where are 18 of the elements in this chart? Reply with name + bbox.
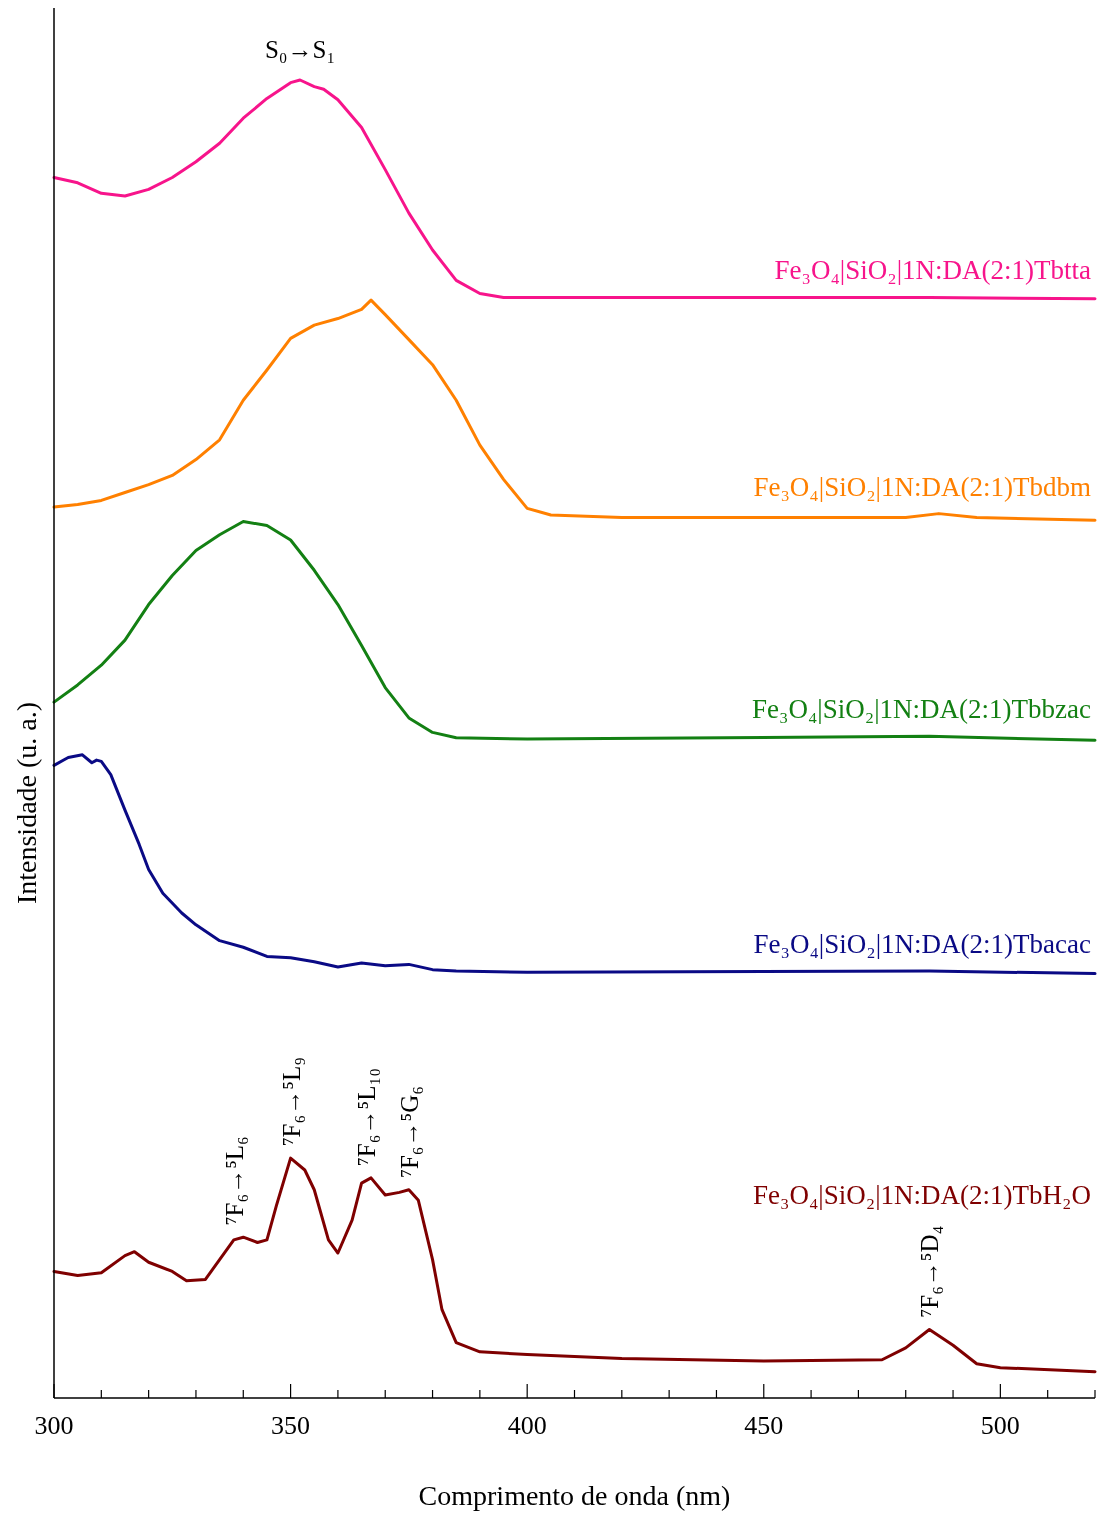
annotation: S₀→S₁ bbox=[264, 36, 336, 63]
series-label: Fe₃O₄|SiO₂|1N:DA(2:1)Tbtta bbox=[774, 255, 1092, 286]
x-tick-label: 300 bbox=[34, 1411, 74, 1440]
annotation: ⁷F₆→⁵D₄ bbox=[916, 1225, 944, 1318]
series-label: Fe₃O₄|SiO₂|1N:DA(2:1)Tbdbm bbox=[753, 471, 1091, 502]
annotation: ⁷F₆→⁵L₉ bbox=[277, 1057, 305, 1147]
text: Fe₃O₄|SiO₂|1N:DA(2:1)TbH₂O bbox=[753, 1180, 1091, 1211]
x-tick-label: 500 bbox=[980, 1411, 1020, 1440]
annotation: ⁷F₆→⁵G₆ bbox=[395, 1085, 423, 1178]
y-axis-title: Intensidade (u. a.) bbox=[11, 701, 42, 905]
series-label: Fe₃O₄|SiO₂|1N:DA(2:1)Tbbzac bbox=[752, 694, 1092, 725]
x-tick-label: 350 bbox=[271, 1411, 311, 1440]
x-axis-title: Comprimento de onda (nm) bbox=[418, 1480, 731, 1511]
annotation: ⁷F₆→⁵L₆ bbox=[220, 1136, 248, 1226]
x-tick-label: 450 bbox=[744, 1411, 784, 1440]
x-tick-label: 400 bbox=[507, 1411, 547, 1440]
annotation: ⁷F₆→⁵L₁₀ bbox=[353, 1068, 381, 1166]
series-label: Fe₃O₄|SiO₂|1N:DA(2:1)Tbacac bbox=[753, 928, 1092, 959]
